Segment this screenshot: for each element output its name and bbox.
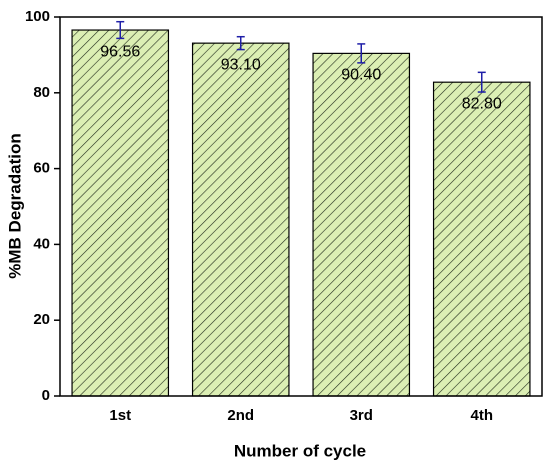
x-tick-label: 2nd [227,407,254,424]
y-tick-label: 80 [33,84,50,101]
x-axis-label: Number of cycle [234,441,366,460]
y-tick-label: 40 [33,235,50,252]
bar [432,81,531,397]
plot-frame [59,16,543,397]
data-label: 93.10 [221,56,261,73]
data-label: 96.56 [100,43,140,60]
x-tick-label: 3rd [350,407,373,424]
y-tick-label: 60 [33,160,50,177]
y-tick-label: 20 [33,311,50,328]
y-axis-label: %MB Degradation [5,133,24,278]
y-tick-label: 0 [42,387,50,404]
data-label: 82.80 [462,95,502,112]
data-label: 90.40 [341,67,381,84]
y-tick-label: 100 [25,8,50,25]
x-tick-label: 4th [471,407,494,424]
bar [71,29,170,397]
bar [312,52,411,397]
x-tick-label: 1st [109,407,131,424]
bar [191,42,290,397]
